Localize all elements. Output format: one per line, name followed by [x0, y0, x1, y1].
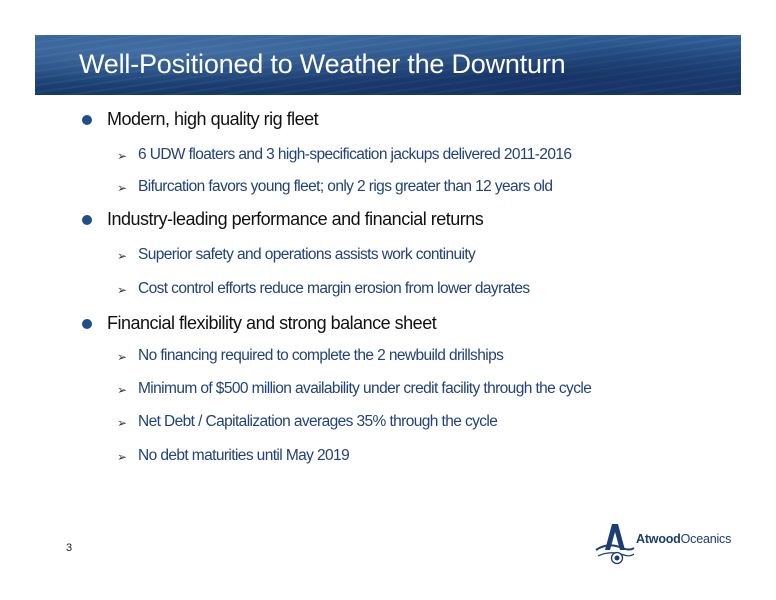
sub-bullet-item: ➢ Bifurcation favors young fleet; only 2… [117, 178, 553, 196]
sub-bullet-item: ➢ Superior safety and operations assists… [117, 246, 476, 264]
bullet-text: Financial flexibility and strong balance… [107, 313, 437, 333]
circle-bullet-icon [82, 214, 92, 225]
bullet-item: Modern, high quality rig fleet [82, 109, 319, 130]
arrowhead-bullet-icon: ➢ [117, 416, 128, 430]
sub-bullet-item: ➢ No financing required to complete the … [117, 347, 504, 365]
bullet-text: Industry-leading performance and financi… [107, 209, 484, 229]
sub-bullet-item: ➢ No debt maturities until May 2019 [117, 447, 350, 465]
sub-bullet-text: Minimum of $500 million availability und… [138, 380, 592, 397]
logo-name-regular: Oceanics [680, 532, 732, 546]
arrowhead-bullet-icon: ➢ [117, 181, 128, 195]
sub-bullet-text: No financing required to complete the 2 … [138, 347, 504, 364]
circle-bullet-icon [82, 318, 92, 329]
arrowhead-bullet-icon: ➢ [117, 350, 128, 364]
circle-bullet-icon [82, 114, 92, 125]
sub-bullet-text: Cost control efforts reduce margin erosi… [138, 280, 530, 297]
logo-mark-icon [595, 524, 635, 565]
company-logo: AtwoodOceanics [592, 520, 732, 566]
page-title: Well-Positioned to Weather the Downturn [79, 49, 566, 79]
page-number: 3 [66, 542, 73, 554]
sub-bullet-text: 6 UDW floaters and 3 high-specification … [138, 146, 572, 163]
arrowhead-bullet-icon: ➢ [117, 283, 128, 297]
title-banner: Well-Positioned to Weather the Downturn [35, 35, 741, 95]
sub-bullet-text: Bifurcation favors young fleet; only 2 r… [138, 178, 553, 195]
arrowhead-bullet-icon: ➢ [117, 149, 128, 163]
logo-name-bold: Atwood [636, 532, 681, 546]
arrowhead-bullet-icon: ➢ [117, 249, 128, 263]
sub-bullet-text: No debt maturities until May 2019 [138, 447, 350, 464]
sub-bullet-text: Net Debt / Capitalization averages 35% t… [138, 413, 498, 430]
sub-bullet-item: ➢ 6 UDW floaters and 3 high-specificatio… [117, 146, 572, 164]
arrowhead-bullet-icon: ➢ [117, 383, 128, 397]
bullet-item: Financial flexibility and strong balance… [82, 313, 437, 334]
arrowhead-bullet-icon: ➢ [117, 450, 128, 464]
sub-bullet-item: ➢ Cost control efforts reduce margin ero… [117, 280, 530, 298]
sub-bullet-text: Superior safety and operations assists w… [138, 246, 476, 263]
logo-wordmark: AtwoodOceanics [636, 532, 731, 546]
bullet-item: Industry-leading performance and financi… [82, 209, 484, 230]
bullet-text: Modern, high quality rig fleet [107, 109, 319, 129]
sub-bullet-item: ➢ Net Debt / Capitalization averages 35%… [117, 413, 498, 431]
sub-bullet-item: ➢ Minimum of $500 million availability u… [117, 380, 592, 398]
